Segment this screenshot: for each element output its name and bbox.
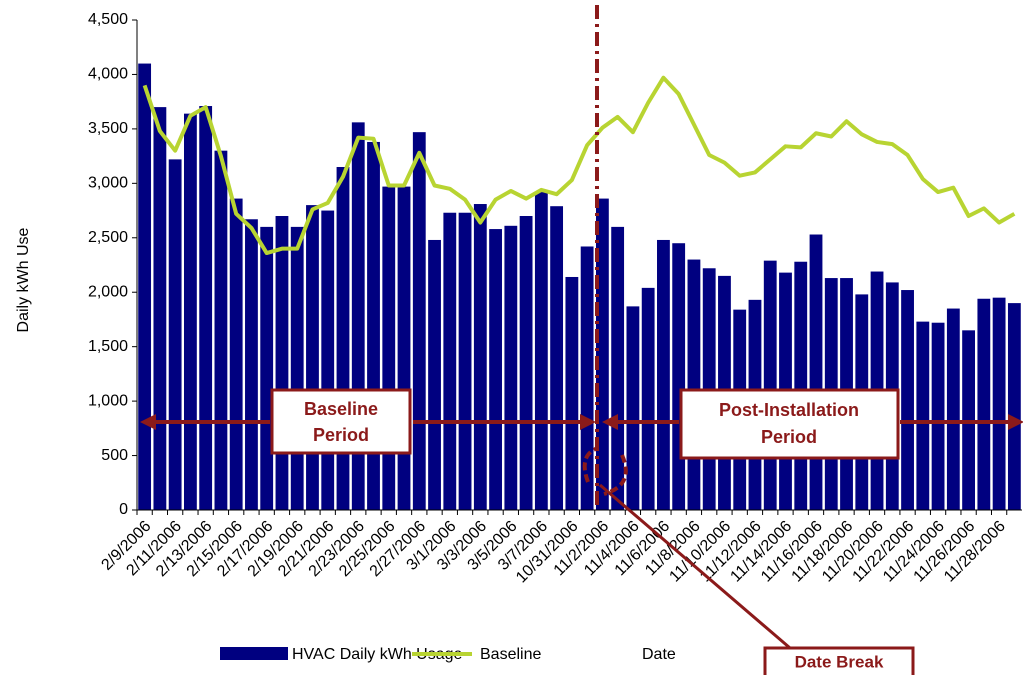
annotation-box <box>270 388 412 455</box>
y-tick-label: 2,500 <box>88 229 128 246</box>
bar <box>977 298 991 510</box>
y-tick-label: 4,500 <box>88 11 128 28</box>
bar <box>443 212 457 510</box>
y-tick-label: 3,500 <box>88 120 128 137</box>
bar <box>1007 303 1021 510</box>
bar <box>183 113 197 511</box>
legend-label: Date <box>642 646 676 663</box>
annotation-box <box>679 388 900 460</box>
y-tick-label: 1,500 <box>88 338 128 355</box>
bar <box>641 287 655 510</box>
bar <box>611 226 625 510</box>
bar <box>580 246 594 510</box>
bar <box>550 206 564 510</box>
bar <box>290 226 304 510</box>
annotation: Period <box>313 425 369 445</box>
bar <box>901 290 914 510</box>
annotation: Date Break <box>795 652 884 671</box>
bar <box>336 167 350 510</box>
annotation: Period <box>761 427 817 447</box>
legend-swatch <box>220 647 288 660</box>
bar <box>138 63 152 511</box>
bar <box>992 297 1006 510</box>
y-tick-label: 1,000 <box>88 392 128 409</box>
callout-line <box>599 483 791 650</box>
bar <box>489 229 502 511</box>
bar <box>534 192 548 511</box>
bar <box>931 322 945 510</box>
bar <box>275 216 289 510</box>
break-curl <box>603 454 628 496</box>
y-axis-title: Daily kWh Use <box>15 227 32 332</box>
bar <box>794 261 808 510</box>
bar <box>214 150 228 510</box>
break-curl <box>582 446 599 483</box>
bar <box>626 306 640 510</box>
y-tick-label: 2,000 <box>88 283 128 300</box>
y-tick-label: 4,000 <box>88 66 128 83</box>
y-tick-label: 3,000 <box>88 175 128 192</box>
bar <box>657 239 670 510</box>
bar <box>321 210 335 511</box>
legend-label: Baseline <box>480 646 541 663</box>
y-tick-label: 500 <box>101 447 128 464</box>
bar <box>260 226 274 510</box>
bar <box>245 219 258 510</box>
legend-label: HVAC Daily kWh Usage <box>292 646 463 663</box>
bar <box>412 132 426 510</box>
bar <box>565 276 579 510</box>
bar <box>397 186 411 510</box>
bar <box>473 204 487 510</box>
bar <box>153 107 167 510</box>
annotation: Baseline <box>304 399 378 419</box>
bar <box>428 239 441 510</box>
annotation: Post-Installation <box>719 400 859 420</box>
bar <box>367 141 380 510</box>
bar <box>672 243 686 510</box>
bar <box>809 234 823 510</box>
bar <box>306 205 319 510</box>
bar <box>687 259 701 510</box>
line <box>142 75 1016 256</box>
bar <box>595 198 609 511</box>
bar <box>229 198 243 511</box>
bar <box>519 216 533 510</box>
bar <box>199 106 213 511</box>
bar <box>458 212 472 510</box>
y-tick-label: 0 <box>119 501 128 518</box>
bar <box>916 321 930 510</box>
bar <box>504 225 518 511</box>
plot-area: 0 500 1,000 1,500 2,000 2,500 3,000 3,500 4,000 4… <box>88 11 1022 586</box>
bar <box>946 308 960 510</box>
bar <box>763 260 777 510</box>
bar <box>382 186 396 510</box>
bar <box>168 159 182 510</box>
